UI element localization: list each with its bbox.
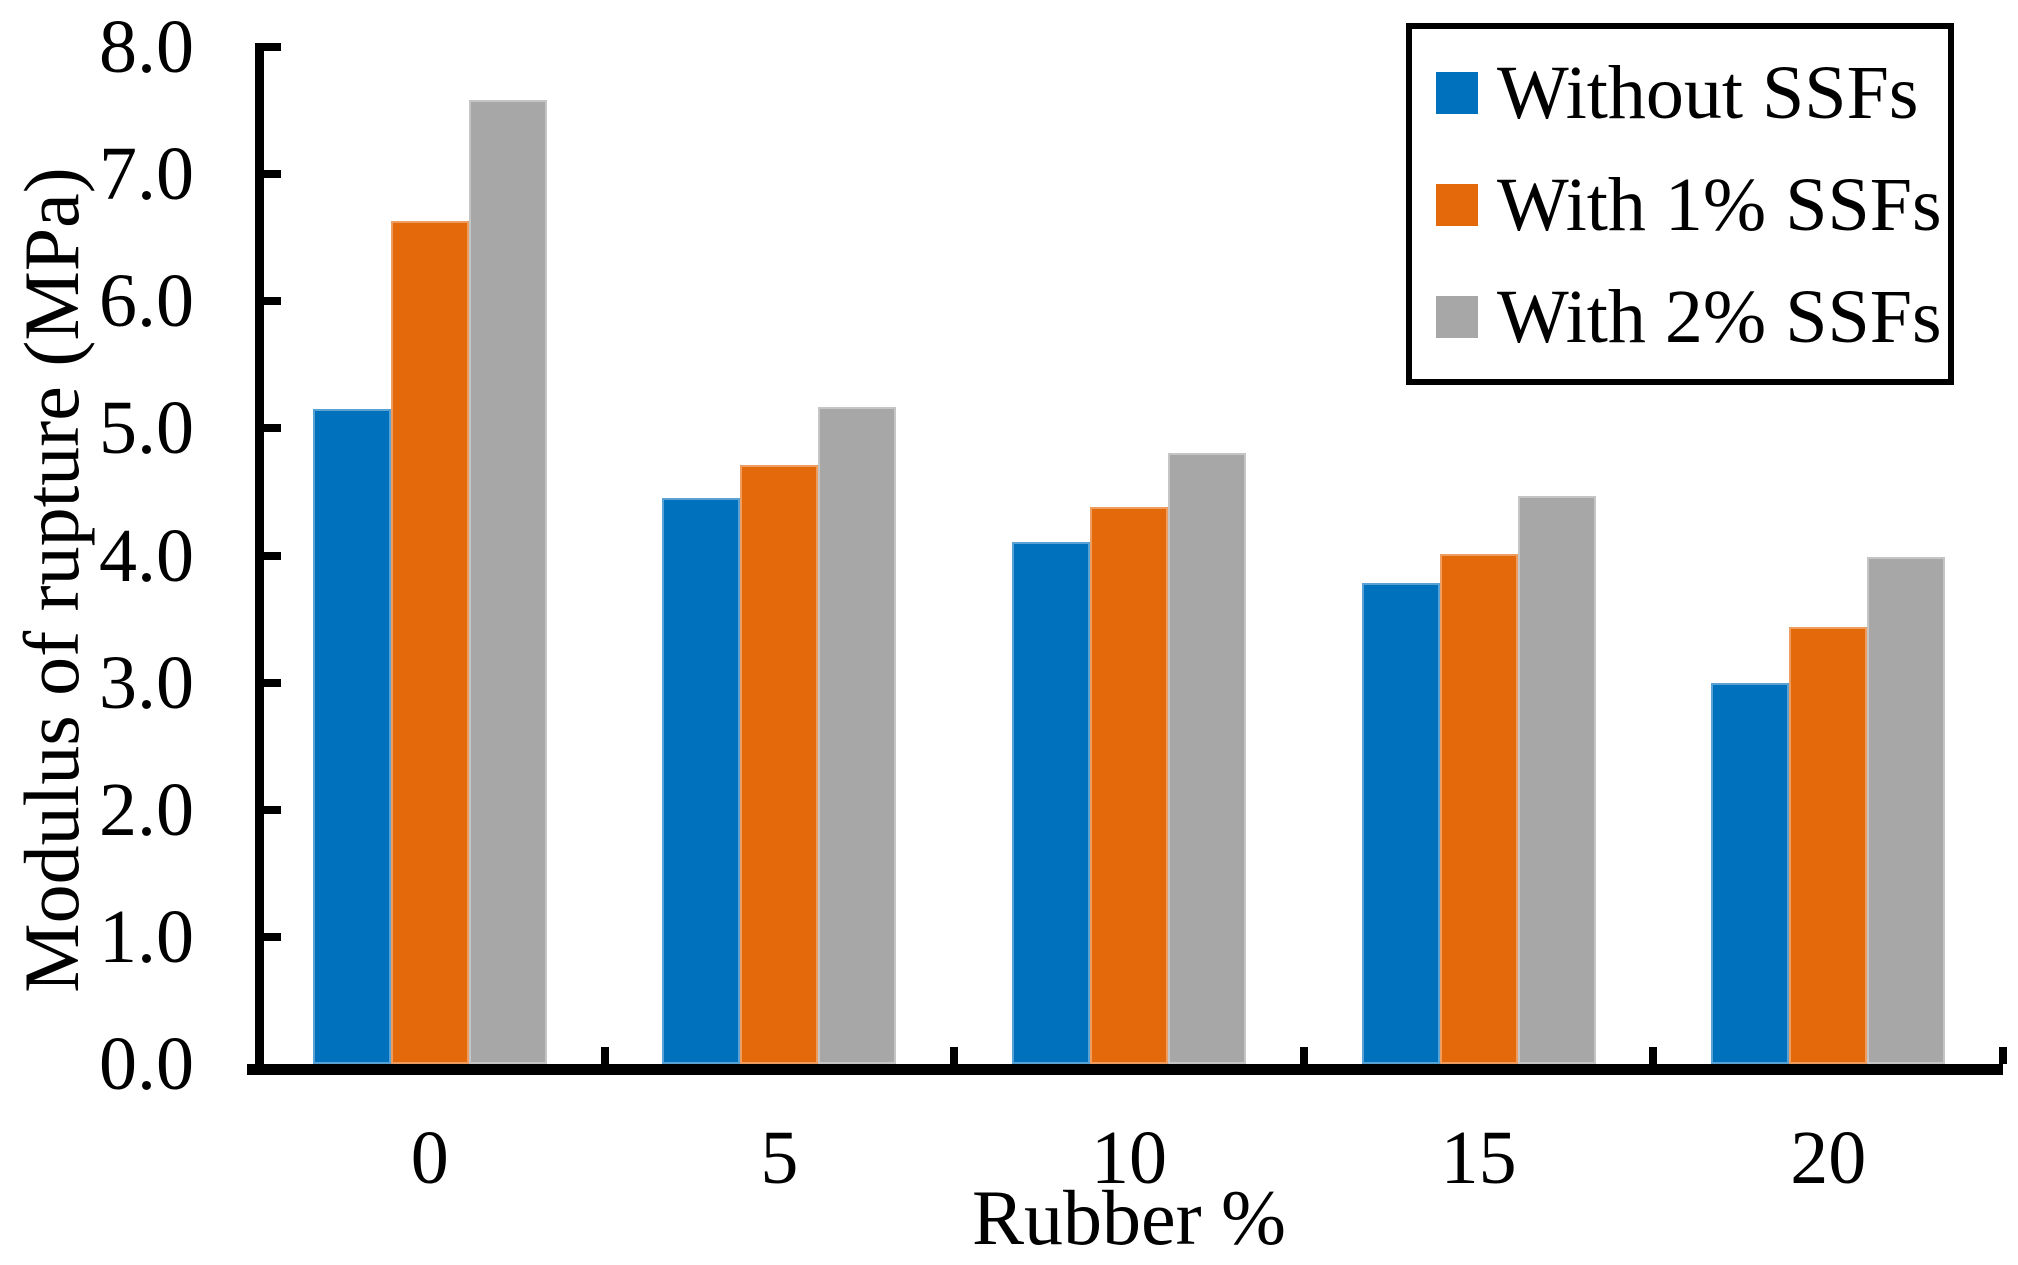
- y-axis-tick: [264, 170, 281, 179]
- legend: Without SSFs With 1% SSFs With 2% SSFs: [1406, 23, 1954, 385]
- x-tick-label: 20: [1790, 1116, 1867, 1200]
- legend-label: Without SSFs: [1497, 51, 1919, 135]
- y-axis-tick: [264, 424, 281, 433]
- x-tick-label: 0: [410, 1116, 449, 1200]
- y-tick-label: 6.0: [99, 259, 194, 344]
- y-tick-label: 8.0: [99, 5, 194, 89]
- y-axis-line: [255, 43, 264, 1075]
- x-axis-tick: [600, 1047, 609, 1064]
- bar-with-2-ssfs-10: [1168, 452, 1246, 1064]
- legend-swatch-icon: [1436, 296, 1478, 338]
- x-axis-line: [247, 1064, 2003, 1075]
- x-axis-tick: [1299, 1047, 1308, 1064]
- legend-item: With 2% SSFs: [1436, 275, 1942, 359]
- bar-with-2-ssfs-20: [1867, 556, 1946, 1064]
- y-tick-label: 7.0: [99, 132, 194, 217]
- x-axis-tick: [1999, 1047, 2007, 1064]
- bar-with-1-ssfs-0: [390, 221, 469, 1064]
- x-tick-label: 5: [760, 1116, 799, 1200]
- y-tick-label: 0.0: [99, 1022, 194, 1106]
- bar-with-2-ssfs-5: [818, 406, 897, 1064]
- y-axis-tick: [264, 43, 281, 51]
- bar-with-2-ssfs-15: [1517, 495, 1596, 1064]
- y-axis-tick: [264, 805, 281, 814]
- bar-without-ssfs-10: [1012, 541, 1090, 1064]
- bar-without-ssfs-0: [312, 409, 391, 1064]
- bar-without-ssfs-15: [1361, 583, 1440, 1064]
- y-tick-label: 1.0: [99, 894, 194, 979]
- x-tick-label: 15: [1440, 1116, 1517, 1200]
- legend-label: With 1% SSFs: [1497, 163, 1942, 247]
- x-axis-tick: [1649, 1047, 1658, 1064]
- y-tick-label: 4.0: [99, 513, 194, 598]
- legend-swatch-icon: [1436, 72, 1478, 114]
- y-axis-tick: [264, 678, 281, 687]
- bar-with-1-ssfs-15: [1439, 554, 1518, 1064]
- y-tick-label: 3.0: [99, 640, 194, 725]
- legend-label: With 2% SSFs: [1497, 275, 1942, 359]
- y-axis-tick: [264, 297, 281, 306]
- x-tick-label: 10: [1091, 1116, 1167, 1200]
- y-tick-label: 5.0: [99, 386, 194, 471]
- y-tick-label: 2.0: [99, 767, 194, 852]
- x-axis-title: Rubber %: [971, 1174, 1287, 1261]
- x-axis-tick: [950, 1047, 959, 1064]
- bar-without-ssfs-5: [662, 498, 741, 1064]
- bar-without-ssfs-20: [1711, 682, 1790, 1064]
- legend-swatch-icon: [1436, 184, 1478, 226]
- legend-item: With 1% SSFs: [1436, 163, 1942, 247]
- y-axis-tick: [264, 932, 281, 941]
- bar-with-1-ssfs-10: [1090, 507, 1168, 1064]
- legend-item: Without SSFs: [1436, 53, 1940, 133]
- bar-with-2-ssfs-0: [468, 100, 547, 1064]
- y-axis-tick: [264, 551, 281, 560]
- bar-with-1-ssfs-20: [1789, 626, 1868, 1064]
- bar-with-1-ssfs-5: [740, 465, 819, 1064]
